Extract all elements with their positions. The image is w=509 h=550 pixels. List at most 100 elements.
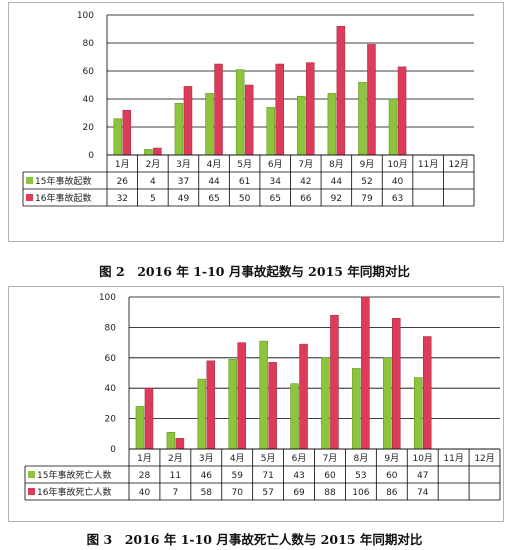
bar-2015 <box>383 357 392 450</box>
bar-2016 <box>244 84 254 156</box>
legend-entry: 15年事故起数 <box>35 175 91 187</box>
data-label: 52 <box>361 177 372 187</box>
data-label: 74 <box>417 488 429 498</box>
bar-2016 <box>306 62 315 156</box>
x-tick-label: 7月 <box>298 159 313 170</box>
y-tick-label: 20 <box>83 123 95 133</box>
data-label: 49 <box>178 194 190 204</box>
bar-2015 <box>166 432 176 450</box>
y-tick-label: 80 <box>105 323 117 333</box>
data-label: 44 <box>331 177 343 187</box>
x-tick-label: 2月 <box>146 159 161 170</box>
bar-2016 <box>361 296 370 450</box>
data-label: 57 <box>262 488 273 498</box>
bar-2015 <box>321 357 330 450</box>
bar-2016 <box>122 109 132 156</box>
x-tick-label: 6月 <box>292 453 307 464</box>
chart-panel-1: 0 20 40 60 80 100 1月 2月 3月 4月 5月 6月 7月 8月 9月 10月 11月 12月 1… <box>8 2 504 242</box>
figure-2-caption: 图 2 2016 年 1-10 月事故起数与 2015 年同期对比 <box>99 264 410 279</box>
x-tick-label: 1月 <box>115 159 130 170</box>
data-label: 60 <box>324 471 336 481</box>
death-count-chart: 0 20 40 60 80 100 1月 2月 3月 4月 5月 6月 7月 8月 9月 10月 11月 12月 1… <box>24 293 501 501</box>
data-label: 34 <box>269 177 281 187</box>
data-label: 53 <box>355 471 366 481</box>
bar-2015 <box>290 383 299 450</box>
x-tick-label: 11月 <box>418 159 438 170</box>
data-label: 106 <box>352 488 369 498</box>
y-tick-label: 40 <box>83 95 95 105</box>
data-label: 46 <box>201 471 213 481</box>
data-label: 65 <box>208 194 219 204</box>
data-label: 71 <box>262 471 273 481</box>
legend-entry: 16年事故起数 <box>35 192 91 204</box>
data-label: 58 <box>201 488 213 498</box>
x-tick-label: 6月 <box>268 159 283 170</box>
bar-2016 <box>214 63 223 156</box>
bar-2016 <box>336 25 346 156</box>
bar-2015 <box>113 118 123 156</box>
data-label: 44 <box>208 177 220 187</box>
data-label: 70 <box>231 488 243 498</box>
legend-swatch <box>28 488 35 495</box>
data-label: 88 <box>324 488 336 498</box>
data-label: 79 <box>361 194 373 204</box>
data-label: 42 <box>300 177 311 187</box>
x-tick-label: 12月 <box>448 159 468 170</box>
bar-2016 <box>175 438 185 450</box>
data-label: 37 <box>178 177 189 187</box>
figure-3-caption: 图 3 2016 年 1-10 月事故死亡人数与 2015 年同期对比 <box>86 532 423 547</box>
accident-count-chart: 0 20 40 60 80 100 1月 2月 3月 4月 5月 6月 7月 8月 9月 10月 11月 12月 1… <box>22 11 475 207</box>
data-label: 5 <box>150 194 156 204</box>
bar-2015 <box>135 406 145 450</box>
bar-2016 <box>268 362 277 450</box>
x-tick-label: 8月 <box>354 453 369 464</box>
y-tick-label: 100 <box>77 11 94 21</box>
bar-2015 <box>205 93 214 156</box>
bar-2015 <box>228 359 237 450</box>
x-tick-label: 5月 <box>261 453 276 464</box>
bar-2015 <box>197 378 207 450</box>
x-tick-label: 9月 <box>384 453 399 464</box>
y-tick-label: 0 <box>88 151 94 161</box>
data-label: 61 <box>239 177 250 187</box>
legend-swatch <box>26 177 33 184</box>
x-tick-label: 11月 <box>443 453 463 464</box>
data-label: 26 <box>117 177 129 187</box>
bar-2016 <box>299 343 308 450</box>
bar-2015 <box>174 102 184 156</box>
x-tick-label: 1月 <box>137 453 152 464</box>
bar-2016 <box>144 387 154 450</box>
legend-entry: 16年事故死亡人数 <box>37 486 111 498</box>
bar-2016 <box>153 147 162 156</box>
bar-2016 <box>206 360 216 450</box>
y-tick-label: 100 <box>99 293 116 303</box>
data-label: 47 <box>417 471 428 481</box>
x-tick-label: 10月 <box>387 159 407 170</box>
legend-swatch <box>26 194 33 201</box>
x-tick-label: 7月 <box>323 453 338 464</box>
y-tick-label: 20 <box>105 415 117 425</box>
x-tick-label: 4月 <box>230 453 245 464</box>
x-tick-label: 5月 <box>237 159 252 170</box>
bar-2015 <box>327 93 337 156</box>
x-tick-label: 8月 <box>329 159 344 170</box>
bar-2015 <box>352 368 361 450</box>
y-tick-label: 0 <box>110 445 116 455</box>
data-label: 92 <box>331 194 342 204</box>
bar-2016 <box>367 44 376 156</box>
y-tick-label: 60 <box>83 67 95 77</box>
bar-2015 <box>259 340 268 450</box>
bar-2015 <box>235 69 245 156</box>
bar-2016 <box>330 314 339 450</box>
legend-entry: 15年事故死亡人数 <box>37 469 111 481</box>
x-tick-label: 4月 <box>207 159 222 170</box>
bar-2015 <box>358 81 367 156</box>
data-label: 43 <box>293 471 304 481</box>
bar-2016 <box>397 66 407 156</box>
data-label: 40 <box>139 488 151 498</box>
data-label: 63 <box>392 194 403 204</box>
bar-2016 <box>392 318 401 450</box>
data-label: 59 <box>231 471 243 481</box>
y-tick-label: 80 <box>83 39 95 49</box>
bar-2016 <box>275 63 284 156</box>
